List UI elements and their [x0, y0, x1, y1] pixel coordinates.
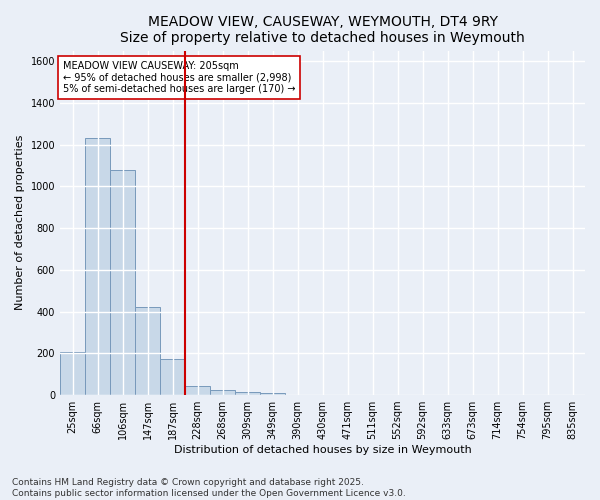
Bar	[185, 386, 210, 395]
Bar	[60, 352, 85, 395]
Bar	[85, 138, 110, 395]
Bar	[135, 308, 160, 395]
Bar	[235, 392, 260, 395]
Bar	[160, 358, 185, 395]
Text: MEADOW VIEW CAUSEWAY: 205sqm
← 95% of detached houses are smaller (2,998)
5% of : MEADOW VIEW CAUSEWAY: 205sqm ← 95% of de…	[62, 61, 295, 94]
Text: Contains HM Land Registry data © Crown copyright and database right 2025.
Contai: Contains HM Land Registry data © Crown c…	[12, 478, 406, 498]
Bar	[260, 393, 285, 395]
Y-axis label: Number of detached properties: Number of detached properties	[15, 135, 25, 310]
X-axis label: Distribution of detached houses by size in Weymouth: Distribution of detached houses by size …	[173, 445, 472, 455]
Bar	[110, 170, 135, 395]
Bar	[210, 390, 235, 395]
Title: MEADOW VIEW, CAUSEWAY, WEYMOUTH, DT4 9RY
Size of property relative to detached h: MEADOW VIEW, CAUSEWAY, WEYMOUTH, DT4 9RY…	[120, 15, 525, 45]
